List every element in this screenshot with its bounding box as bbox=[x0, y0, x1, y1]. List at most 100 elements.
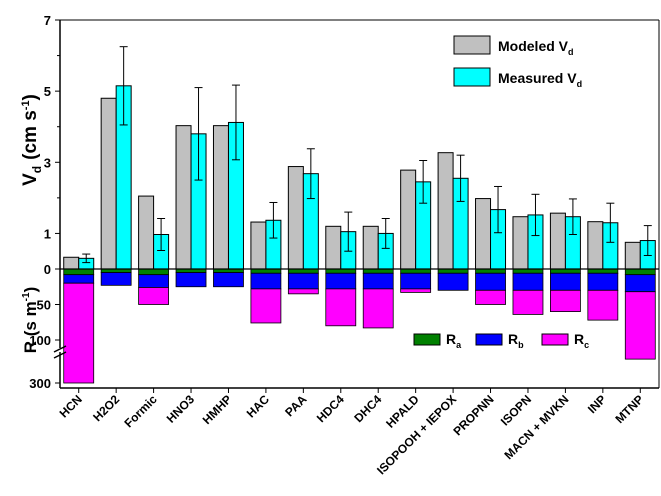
bar-rc-5 bbox=[250, 288, 282, 324]
bar-rb-3 bbox=[175, 272, 207, 288]
bottom-y-tick-label-1: 50 bbox=[37, 298, 51, 313]
top-bars bbox=[63, 46, 656, 270]
category-label-13: MACN + MVKN bbox=[502, 392, 572, 462]
bar-modeled-7 bbox=[325, 225, 342, 270]
legend-measured-sub: d bbox=[577, 79, 583, 89]
bottom-y-tick-label-3: 300 bbox=[29, 376, 51, 391]
bar-rb-14 bbox=[587, 272, 619, 291]
bottom-bars bbox=[63, 268, 656, 384]
bar-rc-0 bbox=[63, 282, 95, 384]
bar-rc-9 bbox=[400, 288, 432, 293]
bottom-ylabel-main: R (s m bbox=[21, 301, 40, 353]
legend-label-rc: Rc bbox=[574, 331, 589, 350]
bar-modeled-6 bbox=[287, 166, 304, 270]
category-label-0: HCN bbox=[57, 392, 85, 420]
bar-modeled-4 bbox=[212, 125, 229, 270]
legend-rb-sub: b bbox=[518, 340, 524, 350]
top-ylabel-close: ) bbox=[20, 94, 41, 100]
category-label-6: PAA bbox=[282, 392, 309, 419]
bar-modeled-13 bbox=[549, 212, 566, 270]
category-label-11: PROPNN bbox=[450, 392, 496, 438]
legend-rc-sub: c bbox=[584, 340, 589, 350]
legend-rc-main: R bbox=[574, 331, 584, 347]
bar-ra-0 bbox=[63, 268, 95, 276]
top-ylabel-sub: d bbox=[30, 166, 44, 173]
bottom-legend: Ra Rb Rc bbox=[413, 331, 589, 350]
bar-ra-11 bbox=[475, 268, 506, 274]
top-y-axis-label: Vd (cm s-1) bbox=[20, 94, 44, 186]
bar-modeled-11 bbox=[475, 198, 492, 270]
bar-rc-14 bbox=[587, 289, 619, 321]
bar-ra-9 bbox=[400, 268, 432, 274]
bottom-y-axis-label: R (s m-1) bbox=[21, 287, 40, 354]
bottom-ylabel-exp: -1 bbox=[21, 292, 32, 301]
bar-ra-15 bbox=[624, 268, 656, 276]
bar-modeled-0 bbox=[63, 256, 80, 270]
axis-break-mark-1 bbox=[53, 345, 67, 353]
bar-rb-10 bbox=[437, 272, 469, 291]
legend-swatch-ra bbox=[413, 333, 441, 346]
top-y-tick-label-2: 3 bbox=[44, 155, 51, 170]
top-y-tick-label-4: 7 bbox=[44, 13, 51, 28]
top-ylabel-unit: (cm s bbox=[20, 110, 41, 160]
category-label-3: HNO3 bbox=[164, 392, 198, 426]
category-label-15: MTNP bbox=[612, 392, 646, 426]
legend-label-ra: Ra bbox=[446, 331, 462, 350]
bar-rc-8 bbox=[362, 288, 394, 329]
bar-rb-13 bbox=[550, 272, 581, 291]
legend-label-measured: Measured Vd bbox=[498, 70, 582, 89]
bar-rb-1 bbox=[100, 272, 132, 286]
bar-modeled-3 bbox=[175, 125, 192, 270]
axes bbox=[53, 19, 660, 393]
bar-rc-2 bbox=[138, 287, 169, 305]
category-label-14: INP bbox=[585, 392, 609, 416]
top-y-tick-label-1: 1 bbox=[44, 226, 51, 241]
category-label-8: DHC4 bbox=[351, 392, 384, 425]
bar-rc-15 bbox=[624, 291, 656, 360]
bar-rb-0 bbox=[63, 274, 95, 284]
category-label-5: HAC bbox=[244, 392, 273, 421]
bar-ra-8 bbox=[362, 268, 394, 274]
category-label-4: HMHP bbox=[200, 392, 235, 427]
bar-ra-5 bbox=[250, 268, 282, 274]
bar-ra-10 bbox=[437, 268, 469, 274]
bar-modeled-14 bbox=[587, 221, 604, 270]
category-labels: HCN H2O2 Formic HNO3 HMHP HAC PAA HDC4 DHC4HPALD… bbox=[57, 392, 647, 477]
top-ylabel-exp: -1 bbox=[20, 100, 32, 110]
legend-modeled-main: Modeled V bbox=[498, 38, 569, 54]
legend-swatch-measured bbox=[453, 67, 491, 87]
legend-ra-sub: a bbox=[456, 340, 462, 350]
legend-measured-main: Measured V bbox=[498, 70, 577, 86]
category-label-2: Formic bbox=[122, 392, 160, 430]
bar-rc-13 bbox=[550, 289, 581, 312]
bar-ra-12 bbox=[512, 268, 544, 274]
legend-label-rb: Rb bbox=[508, 331, 524, 350]
bottom-y-tick-label-2: 100 bbox=[29, 333, 51, 348]
bar-modeled-8 bbox=[362, 225, 379, 270]
bar-rb-15 bbox=[624, 274, 656, 293]
category-label-1: H2O2 bbox=[90, 392, 122, 424]
bar-modeled-9 bbox=[400, 169, 417, 270]
tick-labels: 0 1 3 5 7 50 100 300 bbox=[29, 13, 51, 391]
top-ylabel-main: V bbox=[20, 173, 41, 186]
bar-rc-6 bbox=[287, 288, 319, 295]
legend-rb-main: R bbox=[508, 331, 518, 347]
bar-rb-12 bbox=[512, 272, 544, 291]
bar-ra-13 bbox=[550, 268, 581, 274]
bar-rb-8 bbox=[362, 272, 394, 290]
top-legend: Modeled Vd Measured Vd bbox=[453, 35, 582, 89]
bar-modeled-1 bbox=[100, 97, 117, 270]
top-y-tick-label-3: 5 bbox=[44, 84, 51, 99]
bar-ra-6 bbox=[287, 268, 319, 274]
bar-rb-9 bbox=[400, 272, 432, 290]
bar-ra-14 bbox=[587, 268, 619, 274]
bar-rb-2 bbox=[138, 274, 169, 288]
legend-label-modeled: Modeled Vd bbox=[498, 38, 574, 57]
bar-modeled-5 bbox=[250, 221, 267, 270]
bar-modeled-12 bbox=[512, 216, 529, 270]
legend-swatch-rb bbox=[475, 333, 503, 346]
bar-ra-2 bbox=[138, 268, 169, 276]
bar-ra-7 bbox=[325, 268, 357, 274]
legend-swatch-modeled bbox=[453, 35, 491, 55]
